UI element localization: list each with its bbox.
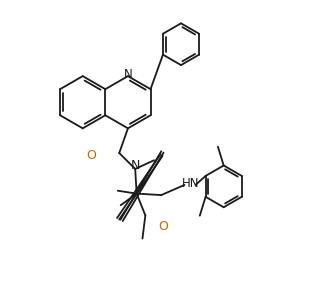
Text: O: O xyxy=(86,149,96,162)
Text: O: O xyxy=(158,220,168,233)
Text: N: N xyxy=(124,68,132,81)
Text: HN: HN xyxy=(182,177,200,190)
Text: N: N xyxy=(131,159,140,172)
